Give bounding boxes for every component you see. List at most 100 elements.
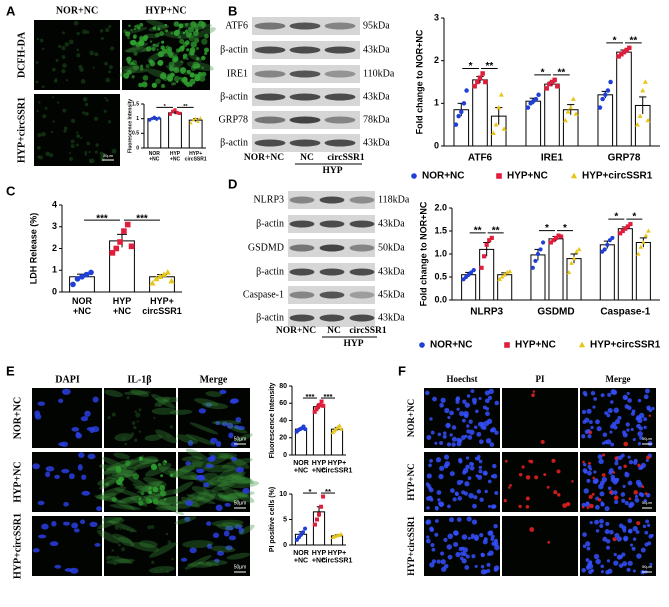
cell [70, 118, 76, 124]
nucleus [451, 436, 457, 442]
cell [147, 525, 152, 530]
data-point [551, 238, 556, 243]
data-point [605, 242, 610, 247]
nucleus [450, 488, 455, 493]
data-point [501, 126, 507, 131]
nucleus [581, 434, 586, 439]
nucleus [632, 525, 638, 532]
data-point [88, 269, 94, 276]
nucleus [606, 539, 611, 544]
nucleus [634, 494, 639, 499]
cell [38, 155, 44, 160]
y-tick-label: 5 [283, 516, 287, 523]
cytoplasm [230, 475, 255, 485]
cell [37, 133, 42, 138]
nucleus [49, 541, 59, 547]
nucleus [41, 523, 49, 530]
nucleus [443, 463, 449, 469]
cell [182, 53, 188, 59]
cell [139, 22, 144, 27]
cell [160, 567, 163, 571]
cytoplasm [143, 33, 161, 39]
cell [133, 35, 137, 39]
data-point [337, 423, 342, 428]
micrograph [502, 516, 578, 576]
nucleus [607, 568, 613, 574]
nucleus [622, 394, 628, 400]
cytoplasm [168, 60, 184, 70]
data-point [74, 276, 81, 282]
cell [107, 416, 111, 420]
y-tick-label: 0 [283, 542, 287, 549]
pi-cell [601, 473, 606, 477]
cell [76, 134, 81, 139]
cytoplasm [143, 476, 167, 487]
cell [128, 24, 131, 28]
data-point [627, 45, 632, 51]
legend-label: NOR+NC [422, 171, 465, 182]
nucleus [214, 558, 220, 563]
nucleus [437, 432, 442, 437]
nucleus [436, 490, 442, 495]
data-point [113, 245, 120, 252]
nucleus [439, 465, 445, 471]
cytoplasm [223, 492, 248, 500]
nucleus [621, 498, 626, 503]
row-label: NOR+NC [406, 399, 416, 437]
y-tick-label: 2 [434, 55, 439, 65]
cytoplasm [146, 19, 168, 29]
cell [41, 131, 46, 137]
nucleus [643, 498, 648, 503]
nucleus [479, 532, 484, 538]
nucleus [472, 400, 477, 405]
cytoplasm [168, 470, 198, 481]
cytoplasm [211, 420, 242, 425]
column-header: PI [536, 374, 545, 384]
cell [36, 37, 39, 41]
y-tick-label: 0.0 [434, 294, 447, 304]
nucleus [614, 461, 619, 466]
nucleus [180, 557, 188, 562]
data-point [153, 275, 160, 282]
y-axis-label: Fluorescence Intensity [127, 99, 133, 153]
cell [73, 20, 79, 26]
blot-band [254, 70, 286, 78]
cell [166, 75, 173, 82]
legend-marker [578, 341, 586, 348]
data-point [576, 246, 582, 252]
data-point [477, 75, 483, 80]
nucleus [582, 462, 587, 467]
y-tick-label: 0 [52, 286, 57, 296]
cell [166, 433, 171, 439]
nucleus [216, 550, 225, 556]
cell [125, 526, 130, 531]
nucleus [478, 469, 483, 474]
pi-cell [553, 490, 558, 495]
cell [100, 154, 105, 160]
nucleus [206, 521, 212, 526]
data-point [602, 247, 607, 252]
cell [76, 53, 81, 58]
y-tick-label: 40 [279, 417, 287, 424]
data-point [548, 240, 553, 245]
data-point [624, 47, 629, 53]
data-point [464, 88, 469, 93]
nucleus [613, 560, 619, 566]
legend-marker [419, 342, 425, 348]
significance-label: ** [485, 61, 493, 72]
scale-bar-label: 50μm [234, 500, 247, 506]
column-header: Merge [200, 374, 228, 385]
protein-label: β-actin [256, 218, 284, 229]
nucleus [629, 543, 634, 547]
data-point [150, 117, 154, 121]
nucleus [616, 554, 622, 560]
blot-band [289, 46, 321, 54]
significance-label: * [613, 36, 617, 47]
cytoplasm [156, 52, 179, 57]
cell [99, 29, 104, 33]
data-point [168, 112, 172, 116]
cell [135, 24, 140, 29]
data-point [483, 79, 488, 85]
cytoplasm [129, 542, 160, 552]
blot-band [349, 244, 375, 252]
